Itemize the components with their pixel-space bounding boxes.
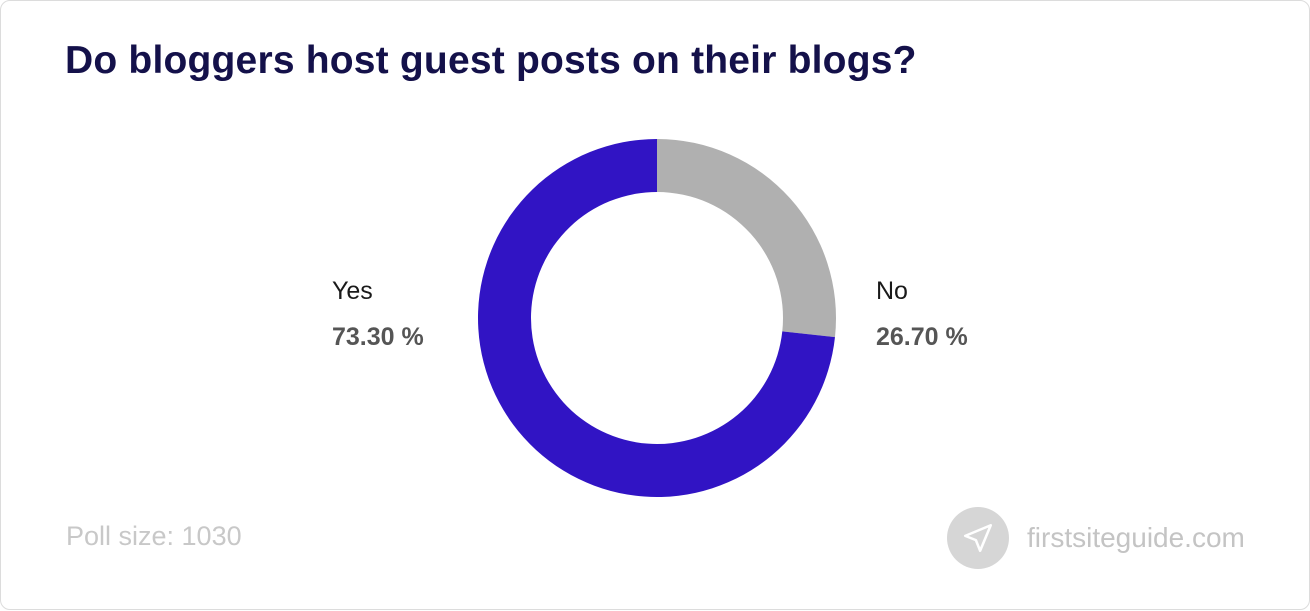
poll-size: Poll size: 1030: [66, 521, 242, 551]
brand-logo: [947, 507, 1009, 569]
slice-value-no: 26.70 %: [876, 323, 968, 351]
slice-value-yes: 73.30 %: [332, 323, 424, 351]
donut-slice-no: [657, 139, 836, 338]
paper-plane-icon: [963, 523, 993, 553]
brand-name[interactable]: firstsiteguide.com: [1027, 522, 1245, 553]
brand[interactable]: firstsiteguide.com: [947, 507, 1245, 569]
chart-title: Do bloggers host guest posts on their bl…: [65, 39, 917, 82]
donut-slice-yes: [477, 139, 835, 498]
donut-slices: [477, 139, 836, 498]
slice-label-yes: Yes: [332, 277, 373, 305]
slice-label-no: No: [876, 277, 908, 305]
